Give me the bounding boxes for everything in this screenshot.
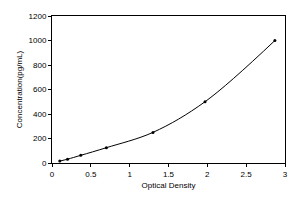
svg-text:800: 800: [33, 61, 47, 70]
svg-text:200: 200: [33, 134, 47, 143]
svg-text:2: 2: [205, 170, 210, 179]
svg-text:1.5: 1.5: [163, 170, 175, 179]
svg-text:Concentration(pg/mL): Concentration(pg/mL): [15, 50, 24, 128]
svg-text:3: 3: [283, 170, 288, 179]
svg-text:0: 0: [50, 170, 55, 179]
svg-text:400: 400: [33, 110, 47, 119]
svg-text:Optical Density: Optical Density: [142, 181, 196, 190]
svg-text:1: 1: [127, 170, 132, 179]
svg-text:1200: 1200: [29, 12, 47, 21]
svg-text:2.5: 2.5: [241, 170, 253, 179]
svg-text:600: 600: [33, 85, 47, 94]
svg-text:0: 0: [42, 159, 47, 168]
svg-text:0.5: 0.5: [85, 170, 97, 179]
svg-text:1000: 1000: [29, 36, 47, 45]
